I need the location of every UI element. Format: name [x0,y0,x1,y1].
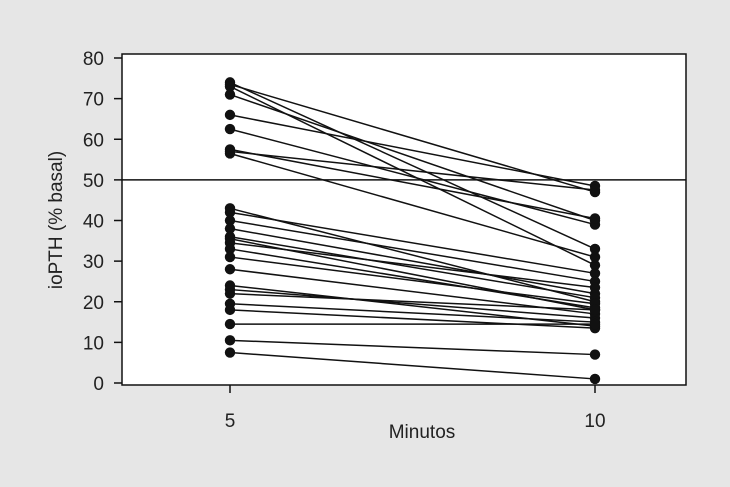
series-line [229,148,596,220]
series-line [229,236,596,299]
y-tick-label: 80 [83,49,104,70]
series-line [229,128,596,226]
data-point [589,304,601,316]
data-point [224,243,236,255]
series-line [229,219,596,283]
y-axis-title: ioPTH (% basal) [46,151,67,289]
data-point [589,318,601,330]
data-point [589,251,601,263]
series-line [229,152,596,258]
x-tick-label: 5 [225,411,236,432]
data-point [589,349,601,360]
series-line [229,309,596,329]
series-line [229,114,596,187]
y-tick-label: 60 [83,130,104,151]
data-point [224,81,236,92]
series-line [229,303,596,323]
data-point [589,373,601,385]
data-point [224,109,236,121]
data-point [224,288,236,299]
data-point [589,259,601,271]
series-line [229,227,596,295]
data-point [224,304,236,316]
data-point [224,148,236,159]
data-point [224,347,236,358]
data-point [589,268,601,279]
data-point [224,264,236,275]
series-line [229,93,596,222]
series-line [229,339,596,356]
x-tick-label: 10 [584,411,605,432]
y-tick-label: 70 [83,90,104,111]
data-point [224,123,236,135]
series-line [229,211,596,275]
data-point [224,223,236,234]
series-line [229,242,596,289]
y-tick-label: 30 [83,252,104,273]
y-tick-label: 20 [83,293,104,314]
series-line [229,150,596,191]
plot-frame [121,53,687,386]
data-point [224,207,236,218]
data-point [224,215,236,226]
data-point [589,213,601,224]
y-tick-label: 40 [83,212,104,233]
series-line [229,292,596,311]
y-tick-label: 0 [93,374,104,395]
data-point [224,318,236,330]
data-point [589,282,601,293]
x-axis-title: Minutos [389,422,456,443]
y-tick-label: 50 [83,171,104,192]
series-line [229,288,596,319]
series-line [229,256,596,305]
data-point [224,251,236,263]
series-line [229,248,596,309]
y-tick-label: 10 [83,333,104,354]
series-line [229,207,596,303]
data-point [589,243,601,255]
plot-area [122,54,686,385]
data-point [224,89,236,100]
data-point [589,184,601,196]
series-line [229,351,596,380]
series-line [229,81,596,250]
data-point [224,335,236,346]
